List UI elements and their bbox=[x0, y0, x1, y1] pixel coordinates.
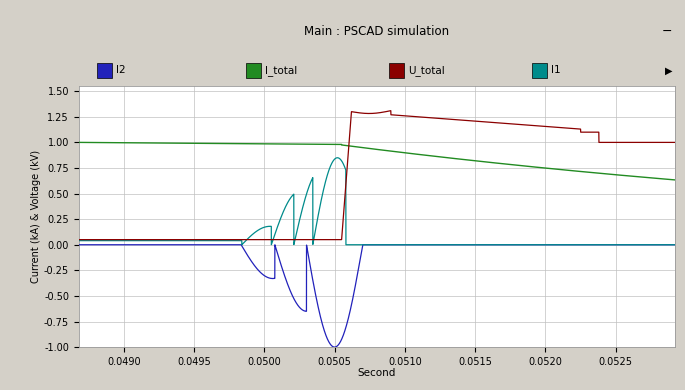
Text: ▶: ▶ bbox=[665, 66, 673, 75]
FancyBboxPatch shape bbox=[97, 63, 112, 78]
Text: U_total: U_total bbox=[408, 65, 445, 76]
Text: I_total: I_total bbox=[265, 65, 297, 76]
X-axis label: Second: Second bbox=[358, 368, 396, 378]
Text: I2: I2 bbox=[116, 66, 126, 75]
Text: I1: I1 bbox=[551, 66, 561, 75]
Y-axis label: Current (kA) & Voltage (kV): Current (kA) & Voltage (kV) bbox=[31, 150, 41, 283]
Text: Main : PSCAD simulation: Main : PSCAD simulation bbox=[304, 25, 449, 38]
Text: −: − bbox=[661, 25, 672, 38]
FancyBboxPatch shape bbox=[532, 63, 547, 78]
FancyBboxPatch shape bbox=[246, 63, 260, 78]
FancyBboxPatch shape bbox=[388, 63, 403, 78]
